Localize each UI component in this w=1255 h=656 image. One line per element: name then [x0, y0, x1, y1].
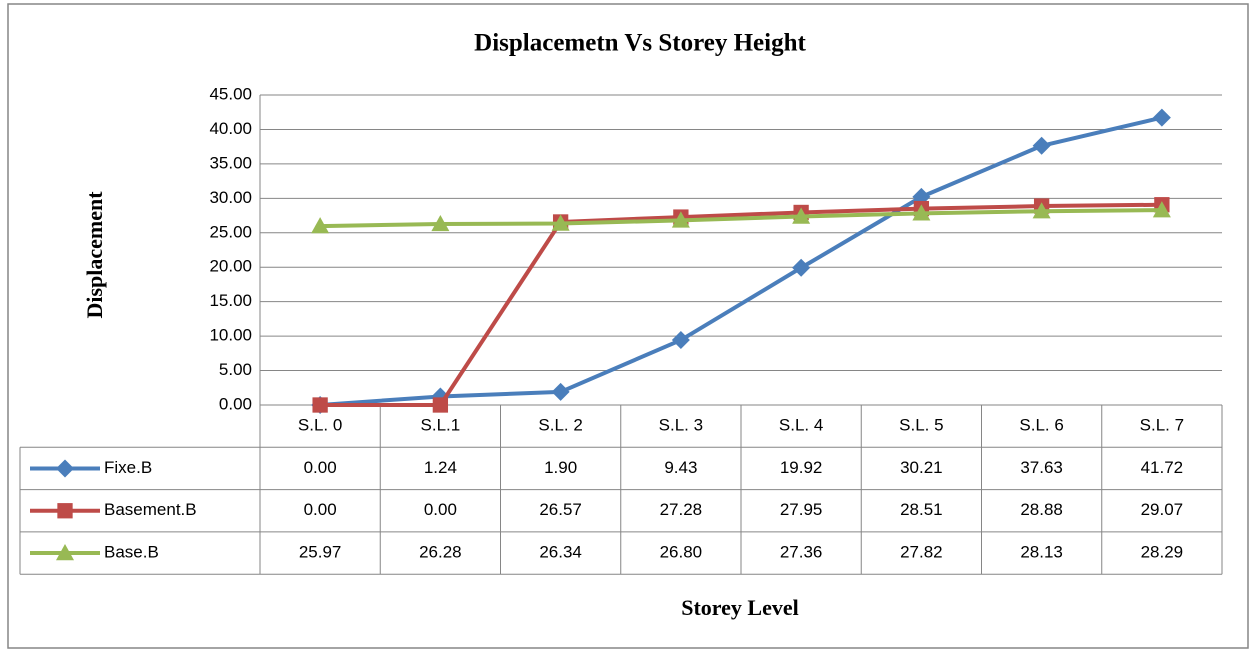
chart-border [7, 3, 1249, 649]
series-line [319, 115, 1163, 407]
marker [56, 459, 74, 478]
marker [792, 207, 811, 224]
x-tick-label: S.L.1 [421, 416, 461, 435]
marker [671, 211, 690, 228]
table-value: 26.80 [660, 543, 703, 562]
marker [432, 397, 449, 413]
table-value: 28.13 [1020, 543, 1063, 562]
marker [671, 331, 690, 350]
y-tick-label: 10.00 [209, 326, 252, 345]
x-tick-label: S.L. 2 [538, 416, 582, 435]
marker [312, 397, 328, 413]
marker [1152, 201, 1171, 218]
y-tick-label: 20.00 [209, 257, 252, 276]
x-tick-label: S.L. 3 [659, 416, 703, 435]
table-value: 26.57 [539, 500, 582, 519]
table-value: 0.00 [304, 500, 337, 519]
table-value: 26.34 [539, 543, 582, 562]
marker [1152, 108, 1171, 127]
table-value: 9.43 [664, 458, 697, 477]
table-value: 28.29 [1141, 543, 1184, 562]
table-value: 28.51 [900, 500, 943, 519]
y-tick-label: 45.00 [209, 84, 252, 103]
marker [57, 503, 73, 519]
marker [551, 382, 570, 401]
x-tick-label: S.L. 7 [1140, 416, 1184, 435]
y-tick-label: 40.00 [209, 119, 252, 138]
table-value: 26.28 [419, 543, 462, 562]
y-tick-label: 25.00 [209, 222, 252, 241]
legend-label: Fixe.B [104, 458, 152, 477]
table-value: 1.90 [544, 458, 577, 477]
y-tick-label: 30.00 [209, 188, 252, 207]
y-tick-label: 15.00 [209, 291, 252, 310]
marker [1032, 202, 1051, 219]
table-value: 30.21 [900, 458, 943, 477]
table-value: 27.82 [900, 543, 943, 562]
marker [56, 544, 74, 561]
series-line [320, 202, 1162, 407]
table-value: 37.63 [1020, 458, 1063, 477]
table-value: 19.92 [780, 458, 823, 477]
legend-label: Base.B [104, 543, 159, 562]
y-tick-label: 35.00 [209, 153, 252, 172]
series-line [320, 208, 1162, 229]
chart-title: Displacemetn Vs Storey Height [474, 30, 806, 57]
y-axis-label: Displacement [82, 191, 107, 319]
marker [1032, 136, 1051, 155]
table-value: 27.28 [660, 500, 703, 519]
table-value: 27.95 [780, 500, 823, 519]
table-value: 25.97 [299, 543, 342, 562]
table-value: 0.00 [424, 500, 457, 519]
x-axis-label: Storey Level [681, 595, 799, 620]
marker [431, 214, 450, 232]
marker [311, 217, 330, 234]
y-tick-label: 0.00 [219, 394, 252, 413]
table-value: 28.88 [1020, 500, 1063, 519]
table-value: 27.36 [780, 543, 823, 562]
x-tick-label: S.L. 5 [899, 416, 943, 435]
y-tick-label: 5.00 [219, 360, 252, 379]
marker [551, 214, 570, 231]
x-tick-label: S.L. 4 [779, 416, 823, 435]
legend-label: Basement.B [104, 500, 197, 519]
table-value: 41.72 [1141, 458, 1184, 477]
table-value: 1.24 [424, 458, 457, 477]
table-value: 29.07 [1141, 500, 1184, 519]
marker [792, 258, 811, 277]
x-tick-label: S.L. 6 [1019, 416, 1063, 435]
marker [912, 204, 931, 221]
table-value: 0.00 [304, 458, 337, 477]
x-tick-label: S.L. 0 [298, 416, 342, 435]
